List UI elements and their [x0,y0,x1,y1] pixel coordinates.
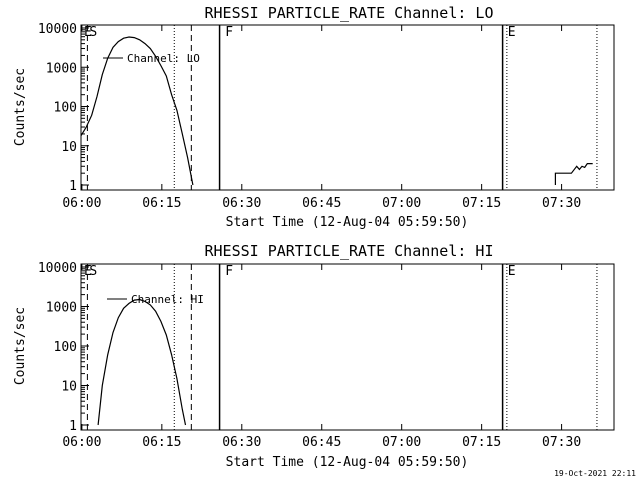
x-tick-label: 07:00 [382,196,421,211]
y-tick-label: 100 [54,340,77,355]
x-tick-label: 06:45 [302,196,341,211]
y-tick-label: 1000 [46,301,77,316]
panel-lo: RHESSI PARTICLE_RATE Channel: LO Counts/… [13,4,615,230]
x-tick-label: 06:00 [62,435,101,450]
plot-frame [80,24,615,191]
x-tick-label: 07:00 [382,435,421,450]
plot-frame [80,263,615,431]
marker-label: E [84,25,92,40]
y-tick-label: 1 [69,179,77,194]
footer-date: 19-Oct-2021 22:11 [554,469,636,478]
marker-label: E [508,264,516,279]
event-markers: ES F E [84,25,598,190]
x-ticks: 06:00 06:15 06:30 06:45 07:00 07:15 07:30 [62,264,581,450]
marker-label: F [225,264,233,279]
series-lines [80,36,593,186]
x-tick-label: 07:30 [542,196,581,211]
x-tick-label: 06:45 [302,435,341,450]
y-tick-label: 1000 [46,61,77,76]
event-markers: ES F E [84,264,598,430]
marker-label: E [508,25,516,40]
y-tick-label: 10000 [38,261,77,276]
marker-label: S [89,25,97,40]
x-axis-label: Start Time (12-Aug-04 05:59:50) [226,455,469,470]
x-tick-label: 06:15 [142,196,181,211]
series-line [80,36,194,186]
x-tick-label: 06:15 [142,435,181,450]
x-tick-label: 07:30 [542,435,581,450]
legend-label: Channel: LO [127,52,200,65]
y-tick-label: 100 [54,101,77,116]
x-tick-label: 07:15 [462,435,501,450]
y-axis-label: Counts/sec [13,307,28,385]
y-tick-label: 10000 [38,22,77,37]
panel-hi: RHESSI PARTICLE_RATE Channel: HI Counts/… [13,242,615,470]
x-tick-label: 07:15 [462,196,501,211]
y-ticks: 1 10 100 1000 10000 [38,22,89,194]
series-line [554,163,593,185]
x-tick-label: 06:30 [222,435,261,450]
marker-label: E [84,264,92,279]
x-tick-label: 06:30 [222,196,261,211]
y-tick-label: 10 [61,380,77,395]
y-tick-label: 10 [61,140,77,155]
chart-title: RHESSI PARTICLE_RATE Channel: HI [205,242,494,260]
x-axis-label: Start Time (12-Aug-04 05:59:50) [226,215,469,230]
series-lines [97,298,187,426]
marker-label: F [225,25,233,40]
y-axis-label: Counts/sec [13,68,28,146]
x-tick-label: 06:00 [62,196,101,211]
x-ticks: 06:00 06:15 06:30 06:45 07:00 07:15 07:30 [62,25,581,211]
marker-label: S [89,264,97,279]
y-tick-label: 1 [69,419,77,434]
series-line [97,298,187,426]
legend-label: Channel: HI [131,293,204,306]
chart-title: RHESSI PARTICLE_RATE Channel: LO [205,4,494,22]
